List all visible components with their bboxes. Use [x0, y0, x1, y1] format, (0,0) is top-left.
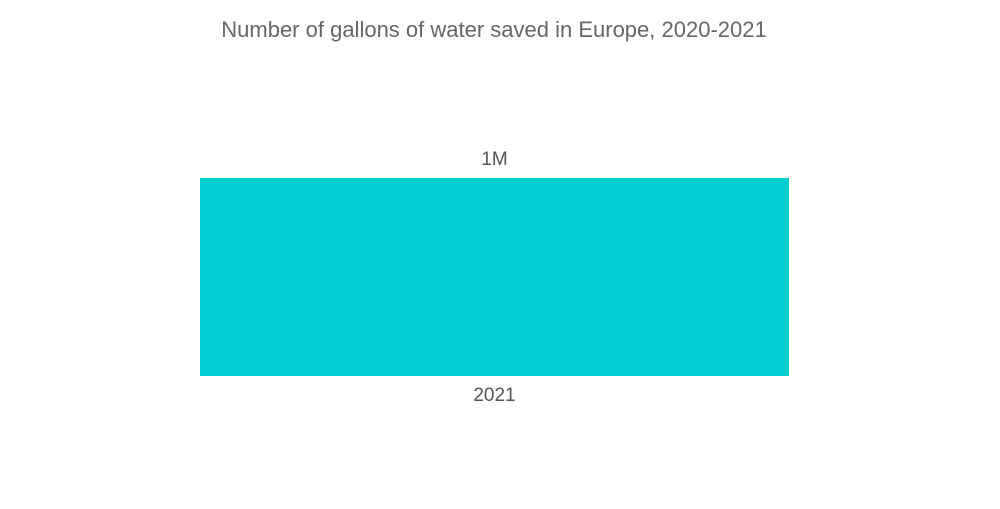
chart-title: Number of gallons of water saved in Euro… [221, 17, 766, 42]
bar [200, 178, 789, 376]
x-tick-label: 2021 [473, 385, 515, 406]
data-label: 1M [481, 149, 507, 170]
